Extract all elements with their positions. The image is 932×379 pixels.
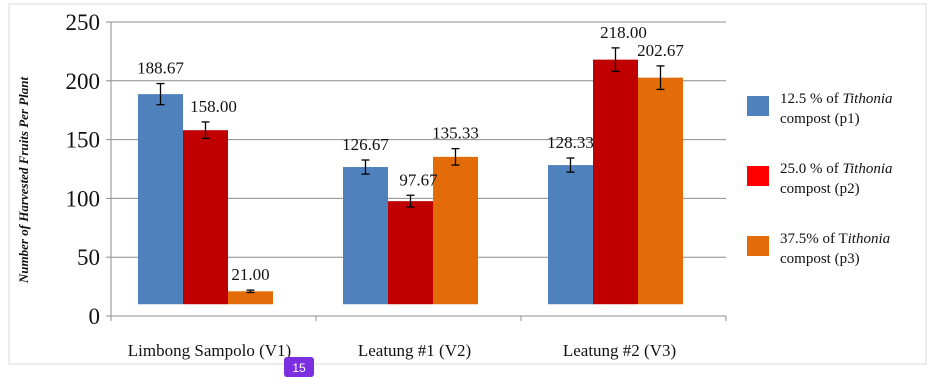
data-label: 128.33 [547, 133, 594, 152]
data-label: 21.00 [231, 265, 269, 284]
x-tick-label: Leatung #2 (V3) [563, 341, 676, 360]
y-axis-title: Number of Harvested Fruits Per Plant [16, 77, 31, 285]
y-tick-label: 200 [66, 69, 101, 94]
legend-item-p3: 37.5% of Tithonia compost (p3) [743, 224, 931, 272]
bar [138, 94, 183, 305]
data-label: 158.00 [190, 97, 237, 116]
legend-label-p3: 37.5% of Tithonia compost (p3) [780, 231, 891, 267]
y-tick-label: 150 [66, 128, 101, 153]
legend-swatch-p1 [747, 96, 769, 116]
bar [228, 291, 273, 305]
y-tick-label: 0 [89, 304, 101, 329]
chart-frame: 0 50 100 150 200 250 Limbong Sampolo (V1) Leatu… [8, 3, 931, 377]
x-tick-label: Limbong Sampolo (V1) [128, 341, 291, 360]
legend-label-p2: 25.0 % of Tithonia compost (p2) [780, 161, 893, 197]
bar [593, 59, 638, 305]
bar-chart: 0 50 100 150 200 250 Limbong Sampolo (V1) Leatu… [8, 3, 927, 365]
legend: 12.5 % of Tithonia compost (p1) 25.0 % of… [743, 84, 931, 294]
y-tick-label: 250 [66, 10, 101, 35]
data-label: 202.67 [637, 41, 684, 60]
legend-swatch-p3 [747, 236, 769, 256]
data-label: 135.33 [432, 124, 479, 143]
bar [433, 156, 478, 305]
legend-item-p1: 12.5 % of Tithonia compost (p1) [743, 84, 931, 132]
bars [138, 47, 683, 305]
y-tick-label: 100 [66, 186, 101, 211]
axes: 0 50 100 150 200 250 Limbong Sampolo (V1) Leatu… [66, 10, 727, 360]
data-labels: 188.67 126.67 128.33 158.00 97.67 218.00 21.00… [137, 23, 684, 284]
page-number-badge: 15 [284, 357, 314, 377]
y-tick-label: 50 [77, 245, 100, 270]
bar [388, 201, 433, 305]
x-tick-label: Leatung #1 (V2) [358, 341, 471, 360]
bar [548, 165, 593, 305]
data-label: 188.67 [137, 59, 184, 78]
chart-border [8, 3, 927, 365]
legend-label-p1: 12.5 % of Tithonia compost (p1) [780, 91, 893, 127]
legend-item-p2: 25.0 % of Tithonia compost (p2) [743, 154, 931, 202]
bar [183, 130, 228, 305]
data-label: 126.67 [342, 135, 389, 154]
data-label: 97.67 [399, 170, 438, 189]
bar [638, 77, 683, 305]
legend-swatch-p2 [747, 166, 769, 186]
data-label: 218.00 [600, 23, 647, 42]
bar [343, 167, 388, 305]
